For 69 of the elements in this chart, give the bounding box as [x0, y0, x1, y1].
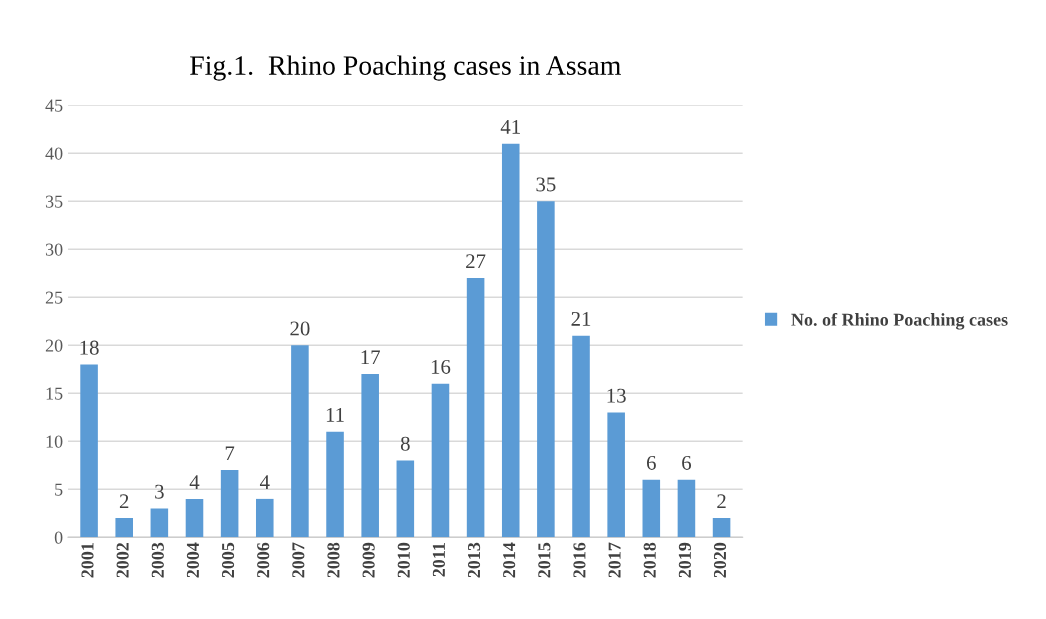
bar: [255, 498, 274, 538]
bar: [115, 518, 133, 538]
bar: [466, 278, 485, 538]
y-tick-label: 35: [45, 195, 63, 208]
data-label: 27: [466, 254, 486, 269]
x-tick-label: 2009: [362, 542, 375, 578]
x-tick-label: 2011: [432, 543, 445, 577]
data-label: 41: [500, 119, 520, 134]
x-tick-label: 2002: [116, 542, 129, 578]
x-tick-label: 2005: [221, 542, 235, 578]
x-tick-label: 2017: [608, 542, 621, 578]
bar: [607, 412, 625, 538]
y-tick-label: 10: [46, 435, 63, 448]
bar: [712, 518, 731, 538]
bar: [677, 479, 696, 538]
x-tick-label: 2010: [397, 542, 410, 578]
data-label: 17: [361, 350, 380, 365]
y-tick-label: 0: [54, 531, 63, 544]
y-tick-label: 20: [45, 339, 63, 352]
data-label: 4: [259, 475, 270, 489]
data-label: 20: [290, 321, 310, 336]
bar: [80, 364, 98, 538]
x-tick-label: 2015: [538, 542, 551, 578]
data-label: 2: [119, 494, 129, 509]
x-tick-label: 2016: [573, 542, 586, 578]
y-tick-label: 5: [55, 483, 63, 496]
bar: [361, 374, 379, 538]
legend-label: No. of Rhino Poaching cases: [791, 312, 1008, 330]
x-tick-label: 2001: [81, 543, 94, 578]
chart-title: Fig.1. Rhino Poaching cases in Assam: [190, 55, 621, 81]
bar: [326, 431, 344, 538]
data-label: 16: [431, 359, 451, 374]
bar: [642, 479, 661, 538]
bar: [396, 460, 415, 538]
bar: [431, 383, 450, 538]
data-label: 4: [189, 475, 200, 489]
x-tick-label: 2003: [151, 542, 164, 578]
x-tick-label: 2014: [503, 542, 516, 578]
y-tick-label: 15: [46, 387, 63, 400]
x-tick-label: 2013: [467, 542, 481, 578]
data-label: 3: [155, 484, 164, 499]
x-tick-label: 2018: [643, 542, 656, 578]
x-tick-label: 2019: [678, 542, 691, 578]
y-tick-label: 45: [45, 99, 63, 112]
data-label: 8: [400, 436, 410, 451]
bar: [537, 201, 555, 538]
data-label: 18: [80, 340, 99, 355]
data-label: 6: [682, 455, 692, 470]
data-label: 2: [717, 494, 726, 509]
y-tick-label: 25: [45, 291, 63, 304]
y-tick-label: 40: [45, 147, 63, 160]
bar: [150, 508, 169, 538]
x-tick-label: 2004: [186, 542, 200, 578]
data-label: 7: [225, 446, 235, 461]
data-label: 21: [571, 311, 591, 326]
x-tick-label: 2020: [713, 542, 727, 578]
data-label: 11: [326, 407, 344, 422]
bar: [220, 470, 239, 538]
bar: [501, 143, 520, 538]
bar: [572, 335, 590, 538]
x-tick-label: 2007: [292, 542, 305, 578]
bar: [291, 345, 309, 538]
bar: [185, 498, 204, 538]
x-tick-label: 2006: [257, 542, 270, 578]
data-label: 35: [536, 177, 556, 192]
data-label: 13: [607, 388, 626, 403]
data-label: 6: [646, 455, 656, 470]
y-tick-label: 30: [45, 243, 63, 256]
x-tick-label: 2008: [327, 542, 340, 578]
